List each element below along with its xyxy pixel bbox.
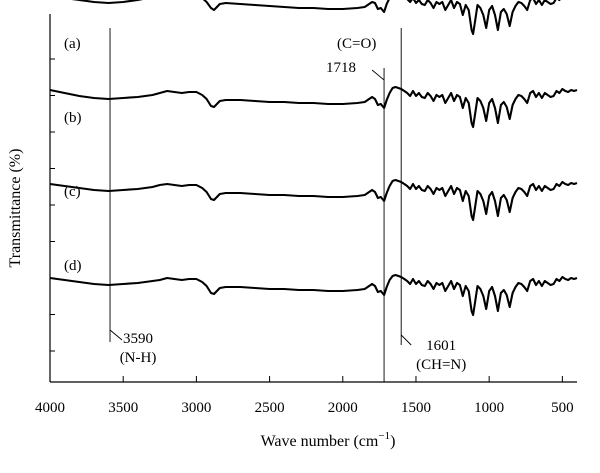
x-tick-label-4000: 4000: [35, 400, 65, 416]
annotation-text-co: 1718: [326, 60, 356, 76]
annotation-text-chn: (CH=N): [416, 357, 466, 373]
series-label-1: (a): [64, 36, 81, 52]
x-tick-label-3000: 3000: [181, 400, 211, 416]
plot-axes: [49, 14, 577, 383]
x-axis-ticks: 4000 3500 3000 2500 2000 1500 1000 500: [35, 376, 574, 416]
series-label-2: (b): [64, 110, 82, 126]
annotation-text-nh: 3590: [123, 331, 153, 347]
annotation-leader-chn: [400, 334, 412, 346]
series-group: [49, 0, 578, 317]
annotation-leader-co: [371, 69, 385, 81]
annotations: 3590 (N-H) (C=O) 1718 1601 (CH=N): [120, 36, 467, 373]
x-axis-title: Wave number (cm−1): [261, 430, 396, 450]
series-labels: (a) (b) (c) (d): [64, 36, 82, 274]
series-line-4: [49, 273, 578, 317]
y-axis-ticks: [50, 58, 55, 352]
x-tick-label-1500: 1500: [401, 400, 431, 416]
annotation-leader-nh: [109, 329, 123, 341]
x-tick-label-2500: 2500: [255, 400, 285, 416]
series-line-3: [49, 178, 578, 222]
annotation-text-chn: 1601: [426, 338, 456, 354]
x-axis-title-superscript: −1: [378, 430, 390, 442]
annotation-lines: [109, 28, 412, 382]
y-axis-title: Transmittance (%): [7, 149, 24, 268]
series-line-1: [71, 0, 569, 36]
x-tick-label-2000: 2000: [328, 400, 358, 416]
x-tick-label-3500: 3500: [108, 400, 138, 416]
x-tick-label-1000: 1000: [474, 400, 504, 416]
x-tick-label-500: 500: [551, 400, 574, 416]
annotation-text-nh: (N-H): [120, 350, 157, 366]
series-line-2: [49, 85, 578, 129]
series-label-4: (d): [64, 258, 82, 274]
series-label-3: (c): [64, 184, 81, 200]
annotation-text-co: (C=O): [337, 36, 376, 52]
